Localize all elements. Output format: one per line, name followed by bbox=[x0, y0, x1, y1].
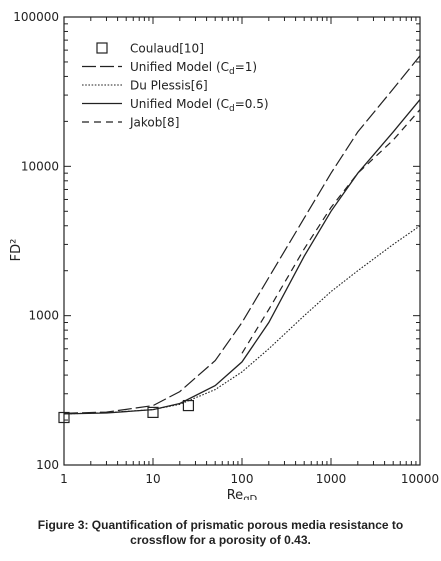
x-axis-label-main: Re bbox=[227, 488, 243, 500]
x-axis-label-sub: qD bbox=[243, 494, 257, 500]
x-axis-label: ReqD bbox=[227, 488, 258, 500]
legend-label-main: Unified Model (C bbox=[130, 97, 229, 111]
caption-line-2: crossflow for a porosity of 0.43. bbox=[130, 533, 311, 547]
legend-marker bbox=[96, 42, 108, 54]
y-tick-label: 10000 bbox=[21, 159, 59, 173]
y-tick-label: 1000 bbox=[28, 309, 59, 323]
axis-ticks bbox=[63, 16, 421, 466]
legend-label-main: Jakob[8] bbox=[129, 116, 179, 130]
y-tick-label: 100 bbox=[36, 458, 59, 472]
legend-label-sub: d bbox=[229, 67, 235, 77]
legend-label-tail: =1) bbox=[235, 60, 257, 74]
x-tick-label: 10000 bbox=[401, 472, 439, 486]
legend-label-main: Coulaud[10] bbox=[130, 42, 204, 56]
legend-label-tail: =0.5) bbox=[235, 97, 269, 111]
x-tick-label: 100 bbox=[231, 472, 254, 486]
series-line-3 bbox=[63, 225, 421, 415]
legend-label: Unified Model (Cd=1) bbox=[130, 60, 257, 77]
legend-label: Coulaud[10] bbox=[130, 42, 204, 56]
y-axis-label: FD² bbox=[9, 239, 24, 262]
x-tick-label: 10 bbox=[145, 472, 160, 486]
series-layer bbox=[58, 55, 421, 424]
x-tick-label: 1000 bbox=[316, 472, 347, 486]
legend-label-sub: d bbox=[229, 104, 235, 114]
coulaud-marker bbox=[58, 411, 70, 424]
series-line-5 bbox=[241, 109, 421, 354]
axis-tick-labels: 1 10 100 1000 10000 100 1000 10000 100000 bbox=[13, 10, 439, 486]
legend-label-main: Unified Model (C bbox=[130, 60, 229, 74]
y-tick-label: 100000 bbox=[13, 10, 59, 24]
series-line-4 bbox=[63, 99, 421, 415]
chart: 1 10 100 1000 10000 100 1000 10000 100000 Coulau… bbox=[9, 10, 439, 500]
legend-label: Jakob[8] bbox=[129, 116, 179, 130]
series-line-2 bbox=[63, 55, 421, 414]
figure-caption: Figure 3: Quantification of prismatic po… bbox=[10, 518, 431, 548]
legend-label: Unified Model (Cd=0.5) bbox=[130, 97, 269, 114]
legend-label-main: Du Plessis[6] bbox=[130, 79, 208, 93]
legend: Coulaud[10]Unified Model (Cd=1)Du Plessi… bbox=[82, 42, 269, 130]
legend-label: Du Plessis[6] bbox=[130, 79, 208, 93]
x-tick-label: 1 bbox=[60, 472, 68, 486]
caption-line-1: Figure 3: Quantification of prismatic po… bbox=[37, 518, 404, 532]
coulaud-marker bbox=[147, 406, 159, 419]
plot-frame bbox=[63, 16, 421, 466]
